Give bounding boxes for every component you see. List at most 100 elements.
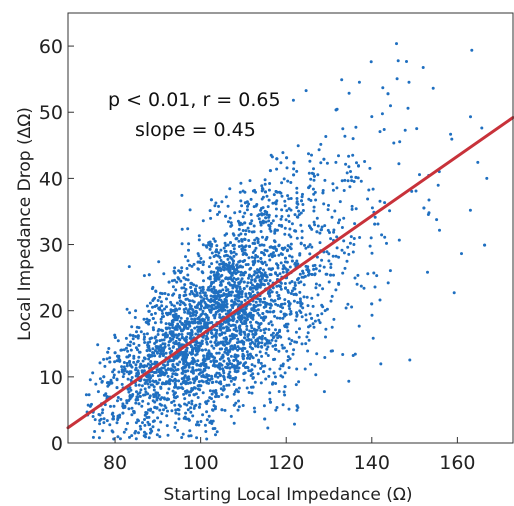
data-point [334,108,338,112]
data-point [342,189,346,192]
data-point [311,322,315,326]
data-point [174,396,178,400]
data-point [145,332,149,336]
data-point [426,270,429,274]
data-point [186,311,190,315]
data-point [228,366,232,370]
data-point [250,219,254,223]
data-point [129,348,133,352]
data-point [250,329,254,333]
data-point [88,378,92,382]
data-point [223,343,227,347]
data-point [238,210,242,214]
data-point [334,160,338,164]
y-axis-label: Local Impedance Drop (ΔΩ) [15,107,35,341]
data-point [171,389,175,393]
data-point [270,323,274,327]
data-point [271,336,275,340]
data-point [164,322,168,326]
data-point [202,260,206,264]
data-point [286,194,290,198]
data-point [263,178,267,182]
data-point [237,239,241,243]
data-point [422,206,426,210]
data-point [186,353,189,357]
data-point [283,298,287,302]
data-point [173,425,177,429]
data-point [201,370,205,374]
data-point [187,418,191,422]
data-point [180,266,184,270]
data-point [276,274,280,277]
data-point [216,268,220,272]
data-point [116,399,119,403]
data-point [283,302,287,306]
data-point [362,286,366,290]
data-point [260,354,264,358]
data-point [367,188,371,192]
data-point [134,437,138,441]
data-point [354,125,358,129]
data-point [293,281,297,285]
data-point [220,279,224,283]
data-point [112,437,116,441]
data-point [124,336,128,340]
data-point [290,339,294,342]
data-point [190,317,194,321]
data-point [247,256,251,260]
data-point [283,312,287,316]
data-point [246,263,250,266]
data-point [165,414,169,418]
data-point [345,259,349,263]
data-point [132,342,136,346]
data-point [265,213,269,216]
data-point [233,369,237,373]
data-point [308,252,312,256]
data-point [341,271,345,275]
data-point [247,337,251,341]
data-point [211,364,215,368]
data-point [242,362,246,366]
data-point [483,243,487,247]
data-point [132,356,136,360]
data-point [234,278,238,281]
data-point [136,336,140,340]
data-point [184,307,188,311]
data-point [212,404,216,408]
data-point [174,408,178,412]
data-point [176,368,180,371]
data-point [170,359,174,363]
data-point [115,386,119,390]
data-point [184,255,187,259]
data-point [208,310,212,314]
data-point [340,226,344,229]
data-point [144,320,148,324]
data-point [296,262,300,266]
data-point [311,187,315,191]
data-point [215,394,219,398]
data-point [128,386,132,390]
data-point [184,348,188,352]
data-point [253,242,257,245]
data-point [276,263,280,267]
data-point [290,255,294,259]
data-point [298,297,302,301]
data-point [151,374,155,378]
data-point [134,374,138,378]
data-point [271,344,275,348]
data-point [241,404,245,407]
data-point [262,297,266,301]
data-point [248,329,252,333]
data-point [122,430,126,434]
data-point [210,374,214,378]
data-point [250,316,254,320]
data-point [329,237,333,241]
data-point [237,233,241,237]
data-point [180,193,184,197]
data-point [358,236,362,239]
data-point [263,182,267,186]
data-point [309,362,313,366]
data-point [342,216,346,220]
data-point [243,201,247,205]
data-point [268,306,272,310]
